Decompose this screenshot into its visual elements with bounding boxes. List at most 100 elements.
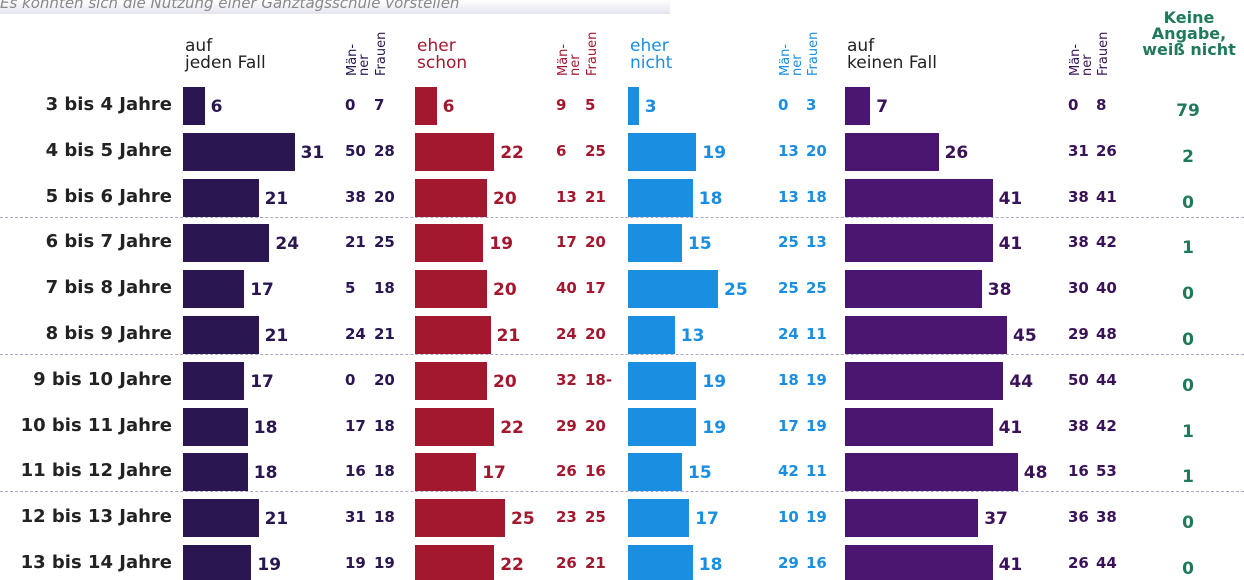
men-value: 17	[345, 416, 366, 435]
women-value: 16	[806, 554, 827, 572]
women-value: 18	[374, 416, 395, 435]
bar	[415, 453, 477, 492]
bar	[415, 270, 487, 309]
value-label: 15	[688, 463, 712, 484]
value-label: 20	[493, 280, 517, 301]
men-value: 38	[1068, 187, 1089, 206]
men-header: Män- ner	[778, 43, 805, 76]
bar	[845, 407, 993, 446]
women-value: 21	[585, 187, 606, 206]
men-value: 31	[345, 508, 366, 527]
men-value: 40	[556, 279, 577, 298]
bar	[183, 87, 205, 125]
bar	[628, 407, 697, 446]
category-label: 3 bis 4 Jahre	[45, 94, 172, 115]
men-value: 0	[1068, 96, 1079, 114]
bar	[415, 132, 495, 171]
men-value: 17	[556, 233, 577, 252]
category-label: 5 bis 6 Jahre	[45, 185, 172, 207]
women-value: 28	[374, 141, 395, 160]
men-value: 29	[1068, 325, 1089, 343]
women-value: 21	[585, 554, 606, 572]
bar	[628, 87, 639, 125]
women-value: 48	[1096, 325, 1117, 343]
value-label: 41	[998, 188, 1023, 209]
women-value: 53	[1096, 462, 1117, 481]
panel-title: auf jeden Fall	[185, 36, 266, 73]
men-value: 21	[345, 233, 366, 252]
men-value: 13	[778, 187, 799, 206]
no-answer-value: 0	[1182, 192, 1194, 213]
women-header: Frauen	[374, 31, 389, 76]
value-label: 19	[702, 417, 727, 438]
women-value: 13	[806, 233, 827, 252]
value-label: 21	[264, 509, 289, 530]
bar	[628, 545, 693, 580]
women-header: Frauen	[1096, 31, 1111, 76]
value-label: 17	[482, 463, 506, 484]
category-label: 7 bis 8 Jahre	[45, 277, 172, 299]
bar	[628, 316, 675, 354]
bar	[845, 499, 979, 538]
men-value: 9	[556, 96, 567, 114]
value-label: 41	[998, 417, 1023, 438]
men-value: 16	[345, 462, 366, 481]
men-value: 38	[1068, 233, 1089, 252]
value-label: 18	[698, 188, 723, 209]
men-value: 0	[778, 96, 789, 114]
men-value: 0	[345, 96, 356, 114]
men-value: 24	[778, 325, 799, 343]
category-label: 10 bis 11 Jahre	[20, 414, 172, 436]
no-answer-value: 79	[1176, 101, 1200, 121]
bar	[183, 499, 259, 538]
men-value: 31	[1068, 141, 1089, 160]
bar	[183, 361, 245, 400]
value-label: 19	[489, 234, 514, 255]
value-label: 22	[500, 417, 524, 438]
value-label: 17	[695, 509, 719, 530]
women-value: 25	[374, 233, 395, 252]
men-header: Män- ner	[345, 43, 372, 76]
women-value: 25	[585, 141, 606, 160]
women-value: 25	[806, 279, 827, 298]
women-header: Frauen	[585, 31, 600, 76]
women-value: 44	[1096, 370, 1117, 389]
bar	[415, 178, 487, 217]
men-value: 19	[345, 554, 366, 572]
women-value: 17	[585, 279, 606, 298]
women-value: 38	[1096, 508, 1117, 527]
men-value: 0	[345, 370, 356, 389]
value-label: 25	[511, 509, 535, 530]
value-label: 41	[998, 234, 1023, 255]
bar	[628, 453, 682, 492]
bar	[628, 178, 693, 217]
men-value: 25	[778, 233, 799, 252]
women-value: 44	[1096, 554, 1117, 572]
panel-title: eher nicht	[630, 36, 673, 73]
women-value: 26	[1096, 141, 1117, 160]
category-label: 9 bis 10 Jahre	[33, 368, 172, 390]
value-label: 21	[264, 188, 289, 209]
women-value: 40	[1096, 279, 1117, 298]
women-header: Frauen	[806, 31, 821, 76]
men-header: Män- ner	[556, 43, 583, 76]
category-label: 13 bis 14 Jahre	[20, 552, 172, 573]
bar	[845, 224, 993, 263]
value-label: 38	[987, 280, 1012, 301]
no-answer-value: 0	[1182, 513, 1194, 534]
women-value: 25	[585, 508, 606, 527]
men-value: 5	[345, 279, 356, 298]
value-label: 41	[998, 555, 1023, 575]
men-value: 50	[1068, 370, 1089, 389]
bar	[845, 87, 871, 125]
bar	[415, 224, 484, 263]
no-answer-value: 1	[1182, 467, 1194, 488]
men-value: 38	[345, 187, 366, 206]
no-answer-value: 1	[1182, 421, 1194, 442]
value-label: 21	[264, 326, 289, 346]
women-value: 18-	[585, 370, 613, 389]
bar	[628, 270, 718, 309]
bar	[183, 224, 270, 263]
women-value: 18	[806, 187, 827, 206]
men-value: 17	[778, 416, 799, 435]
